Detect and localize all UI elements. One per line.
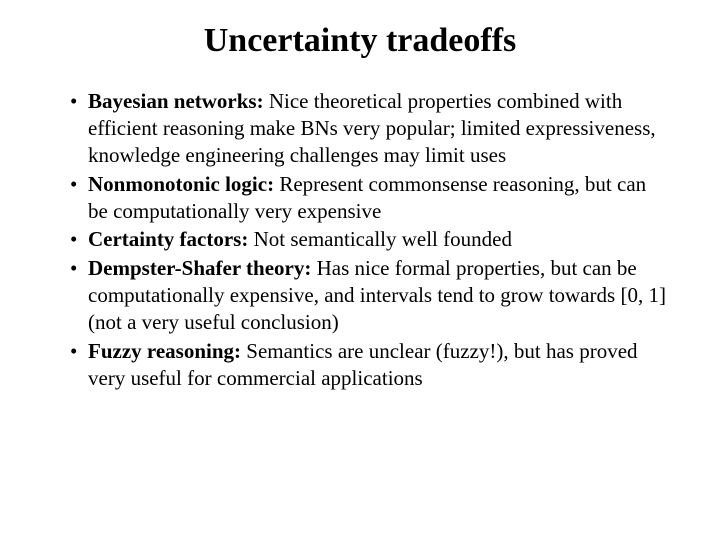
bullet-bold-term: Dempster-Shafer theory:: [88, 256, 311, 280]
bullet-list: Bayesian networks: Nice theoretical prop…: [52, 88, 668, 392]
bullet-item: Fuzzy reasoning: Semantics are unclear (…: [70, 338, 668, 392]
bullet-item: Bayesian networks: Nice theoretical prop…: [70, 88, 668, 169]
bullet-item: Nonmonotonic logic: Represent commonsens…: [70, 171, 668, 225]
bullet-item: Certainty factors: Not semantically well…: [70, 226, 668, 253]
bullet-bold-term: Bayesian networks:: [88, 89, 264, 113]
slide-title: Uncertainty tradeoffs: [52, 22, 668, 60]
slide-container: Uncertainty tradeoffs Bayesian networks:…: [0, 0, 720, 540]
bullet-bold-term: Fuzzy reasoning:: [88, 339, 241, 363]
bullet-bold-term: Nonmonotonic logic:: [88, 172, 274, 196]
bullet-bold-term: Certainty factors:: [88, 227, 248, 251]
bullet-rest-text: Not semantically well founded: [248, 227, 512, 251]
bullet-item: Dempster-Shafer theory: Has nice formal …: [70, 255, 668, 336]
